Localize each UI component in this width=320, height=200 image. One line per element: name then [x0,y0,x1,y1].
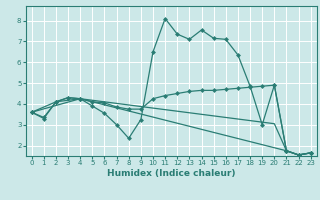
X-axis label: Humidex (Indice chaleur): Humidex (Indice chaleur) [107,169,236,178]
